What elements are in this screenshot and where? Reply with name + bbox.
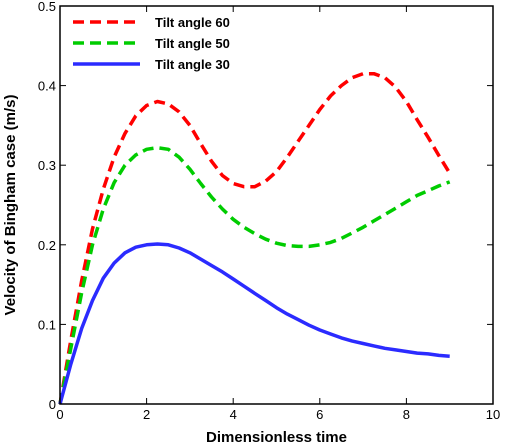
- x-tick-label: 2: [143, 407, 150, 422]
- x-tick-label: 6: [316, 407, 323, 422]
- series-line-3: [58, 242, 450, 405]
- legend: Tilt angle 60 Tilt angle 50 Tilt angle 30: [73, 15, 230, 72]
- legend-label-1: Tilt angle 60: [155, 15, 230, 30]
- y-tick-label: 0.4: [38, 79, 56, 94]
- series-line-1: [58, 71, 452, 405]
- y-tick-label: 0.3: [38, 158, 56, 173]
- series-layer: [58, 71, 452, 405]
- y-axis-title: Velocity of Bingham case (m/s): [2, 95, 19, 316]
- y-tick-label: 0.2: [38, 238, 56, 253]
- legend-label-3: Tilt angle 30: [155, 57, 230, 72]
- x-tick-label: 4: [230, 407, 237, 422]
- series-line-2: [58, 145, 451, 405]
- x-tick-label: 0: [56, 407, 63, 422]
- y-tick-label: 0: [49, 397, 56, 412]
- y-tick-label: 0.5: [38, 0, 56, 14]
- plot-frame: [59, 5, 494, 405]
- x-axis-title: Dimensionless time: [206, 429, 347, 446]
- x-tick-label: 8: [403, 407, 410, 422]
- x-tick-label: 10: [486, 407, 500, 422]
- y-tick-label: 0.1: [38, 317, 56, 332]
- legend-label-2: Tilt angle 50: [155, 36, 230, 51]
